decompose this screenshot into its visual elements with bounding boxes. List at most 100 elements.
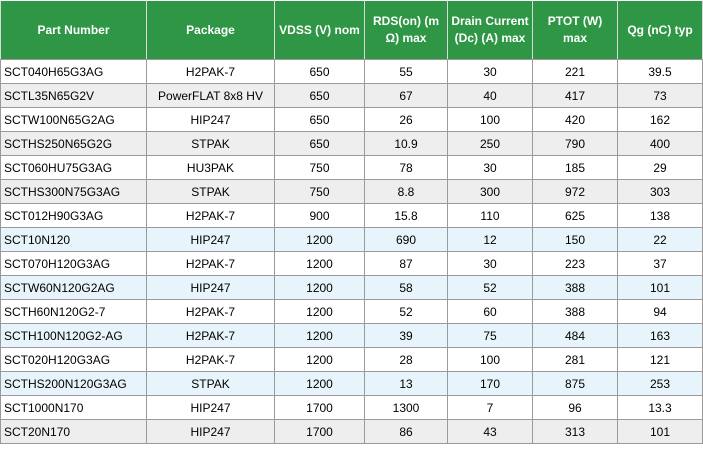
cell-part-number: SCT070H120G3AG [0,251,147,276]
cell-package: HIP247 [146,419,275,444]
cell-rdson: 55 [364,59,448,84]
cell-part-number: SCT020H120G3AG [0,347,147,372]
cell-qg: 163 [617,323,703,348]
cell-ptot: 313 [532,419,618,444]
cell-rdson: 28 [364,347,448,372]
table-row: SCT012H90G3AG H2PAK-7 900 15.8 110 625 138 [0,203,703,228]
table-header-row: Part Number Package VDSS (V) nom RDS(on)… [0,0,703,60]
header-vdss: VDSS (V) nom [274,0,365,60]
cell-rdson: 15.8 [364,203,448,228]
cell-qg: 29 [617,155,703,180]
table-row: SCT040H65G3AG H2PAK-7 650 55 30 221 39.5 [0,59,703,84]
cell-package: HIP247 [146,107,275,132]
cell-package: STPAK [146,131,275,156]
cell-vdss: 1200 [274,251,365,276]
cell-rdson: 67 [364,83,448,108]
cell-part-number: SCTHS200N120G3AG [0,371,147,396]
table-row: SCTHS200N120G3AG STPAK 1200 13 170 875 253 [0,371,703,396]
cell-rdson: 1300 [364,395,448,420]
cell-rdson: 58 [364,275,448,300]
cell-vdss: 1700 [274,419,365,444]
cell-qg: 162 [617,107,703,132]
cell-drain-current: 75 [447,323,533,348]
cell-vdss: 900 [274,203,365,228]
cell-drain-current: 7 [447,395,533,420]
cell-qg: 138 [617,203,703,228]
cell-part-number: SCTW60N120G2AG [0,275,147,300]
cell-qg: 22 [617,227,703,252]
mosfet-spec-table: Part Number Package VDSS (V) nom RDS(on)… [0,0,703,444]
cell-package: HU3PAK [146,155,275,180]
cell-ptot: 625 [532,203,618,228]
cell-package: HIP247 [146,275,275,300]
cell-vdss: 1200 [274,299,365,324]
cell-qg: 121 [617,347,703,372]
table-body: SCT040H65G3AG H2PAK-7 650 55 30 221 39.5 SCTL35… [0,59,703,444]
cell-part-number: SCT040H65G3AG [0,59,147,84]
cell-package: STPAK [146,371,275,396]
cell-ptot: 875 [532,371,618,396]
cell-drain-current: 110 [447,203,533,228]
cell-drain-current: 30 [447,251,533,276]
cell-vdss: 1700 [274,395,365,420]
cell-rdson: 39 [364,323,448,348]
cell-package: H2PAK-7 [146,203,275,228]
cell-ptot: 484 [532,323,618,348]
cell-drain-current: 30 [447,59,533,84]
table-row: SCT20N170 HIP247 1700 86 43 313 101 [0,419,703,444]
cell-vdss: 1200 [274,371,365,396]
cell-package: H2PAK-7 [146,347,275,372]
cell-qg: 73 [617,83,703,108]
table-row: SCT10N120 HIP247 1200 690 12 150 22 [0,227,703,252]
cell-ptot: 790 [532,131,618,156]
cell-qg: 303 [617,179,703,204]
cell-rdson: 10.9 [364,131,448,156]
cell-drain-current: 170 [447,371,533,396]
cell-part-number: SCTH60N120G2-7 [0,299,147,324]
header-ptot: PTOT (W) max [532,0,618,60]
cell-qg: 39.5 [617,59,703,84]
cell-rdson: 52 [364,299,448,324]
header-drain-current: Drain Current (Dc) (A) max [447,0,533,60]
cell-drain-current: 52 [447,275,533,300]
cell-ptot: 388 [532,275,618,300]
cell-part-number: SCTH100N120G2-AG [0,323,147,348]
header-qg: Qg (nC) typ [617,0,703,60]
cell-ptot: 281 [532,347,618,372]
cell-rdson: 87 [364,251,448,276]
cell-qg: 94 [617,299,703,324]
cell-ptot: 417 [532,83,618,108]
cell-ptot: 420 [532,107,618,132]
cell-rdson: 86 [364,419,448,444]
cell-qg: 37 [617,251,703,276]
cell-rdson: 78 [364,155,448,180]
header-rdson: RDS(on) (m Ω) max [364,0,448,60]
table-row: SCTH100N120G2-AG H2PAK-7 1200 39 75 484 163 [0,323,703,348]
cell-part-number: SCTL35N65G2V [0,83,147,108]
cell-drain-current: 12 [447,227,533,252]
cell-rdson: 26 [364,107,448,132]
cell-qg: 13.3 [617,395,703,420]
cell-vdss: 750 [274,179,365,204]
header-package: Package [146,0,275,60]
cell-vdss: 650 [274,59,365,84]
table-row: SCT060HU75G3AG HU3PAK 750 78 30 185 29 [0,155,703,180]
table-row: SCT1000N170 HIP247 1700 1300 7 96 13.3 [0,395,703,420]
table-row: SCTHS250N65G2G STPAK 650 10.9 250 790 400 [0,131,703,156]
cell-ptot: 185 [532,155,618,180]
cell-part-number: SCT1000N170 [0,395,147,420]
table-row: SCT070H120G3AG H2PAK-7 1200 87 30 223 37 [0,251,703,276]
table-row: SCTW100N65G2AG HIP247 650 26 100 420 162 [0,107,703,132]
cell-part-number: SCT012H90G3AG [0,203,147,228]
cell-qg: 101 [617,275,703,300]
cell-part-number: SCTW100N65G2AG [0,107,147,132]
table-row: SCTL35N65G2V PowerFLAT 8x8 HV 650 67 40 417 73 [0,83,703,108]
cell-ptot: 388 [532,299,618,324]
cell-package: STPAK [146,179,275,204]
cell-ptot: 150 [532,227,618,252]
cell-package: H2PAK-7 [146,59,275,84]
table-row: SCTW60N120G2AG HIP247 1200 58 52 388 101 [0,275,703,300]
cell-part-number: SCT10N120 [0,227,147,252]
header-part-number: Part Number [0,0,147,60]
cell-vdss: 1200 [274,275,365,300]
